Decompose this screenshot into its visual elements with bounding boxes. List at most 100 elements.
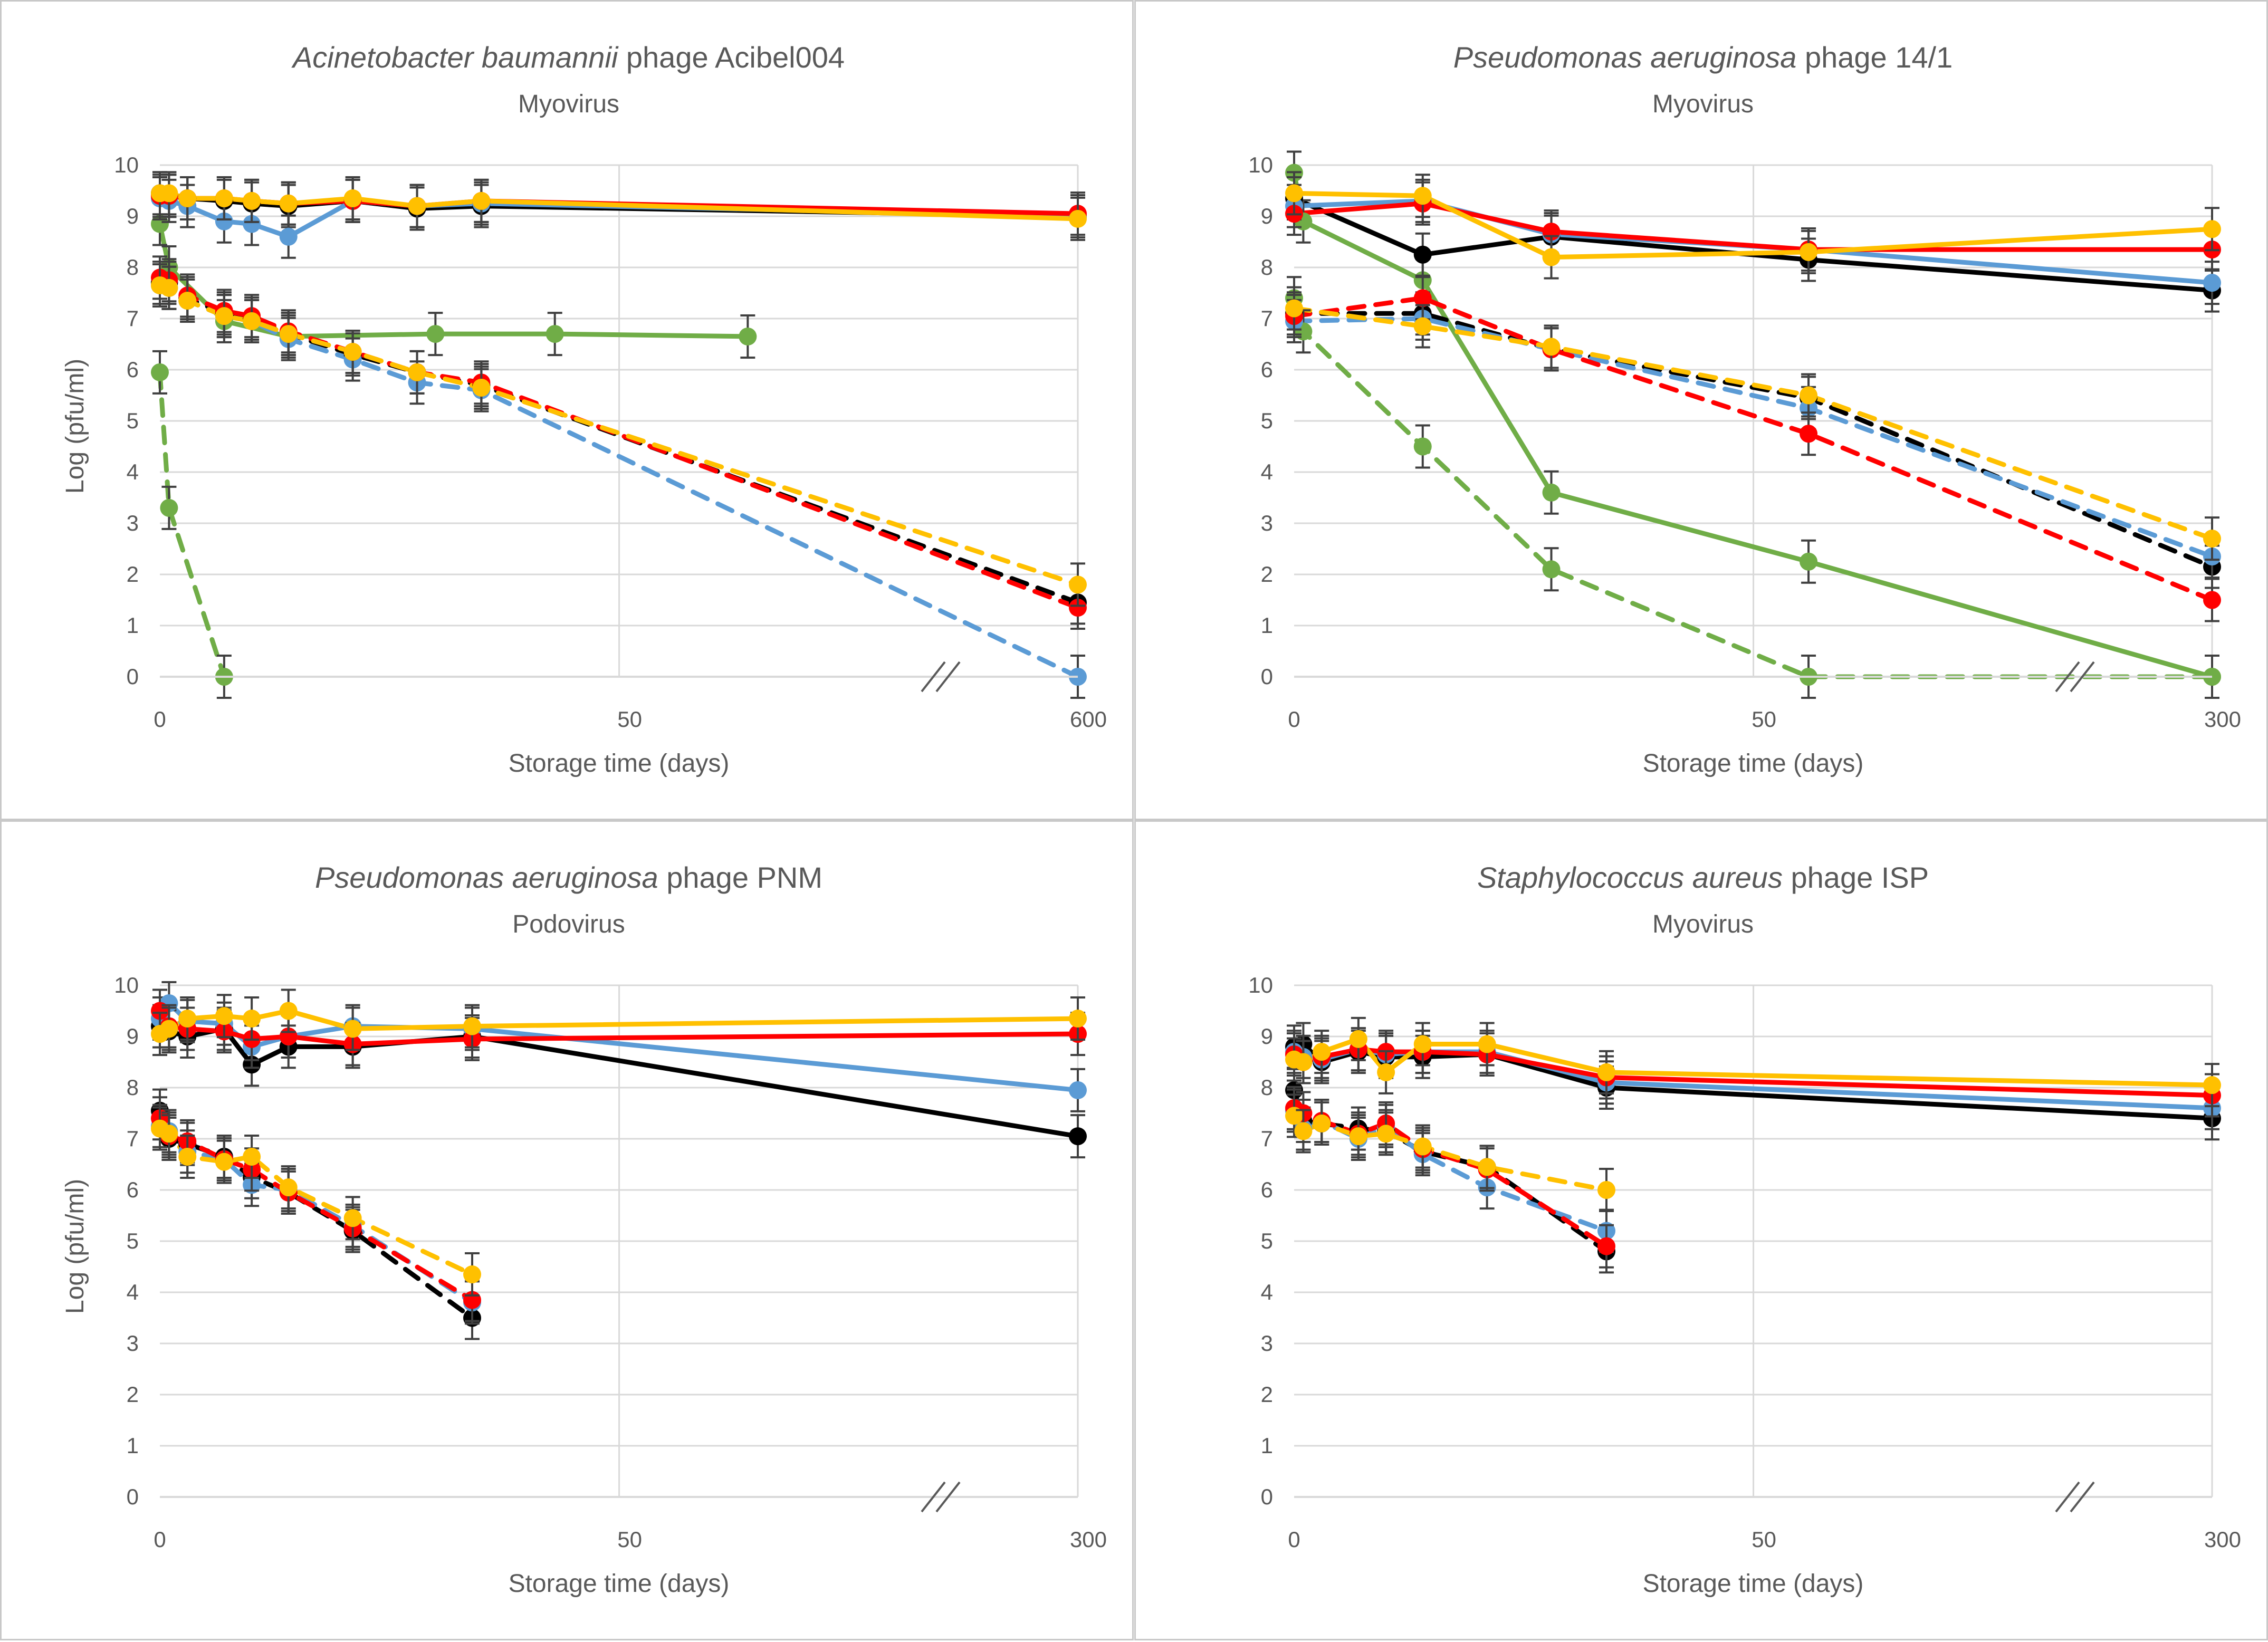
series-points-yellow-dashed — [1285, 286, 2221, 561]
data-point — [2203, 591, 2221, 609]
data-point — [1413, 187, 1432, 205]
y-tick-label: 6 — [127, 1177, 139, 1202]
y-tick-label: 7 — [1261, 1126, 1273, 1151]
data-point — [2203, 220, 2221, 238]
chart-title: Staphylococcus aureus phage ISP — [1477, 861, 1929, 894]
data-point — [2203, 530, 2221, 548]
y-tick-label: 0 — [1261, 664, 1273, 689]
series-line-blue-dashed — [157, 283, 1080, 679]
x-tick-label: 50 — [617, 707, 642, 732]
y-axis-label: Log (pfu/ml) — [61, 1179, 89, 1314]
x-tick-label: 0 — [154, 1527, 166, 1552]
chart-title-species: Acinetobacter baumannii — [291, 41, 619, 74]
series-points-yellow-dashed — [151, 1106, 481, 1297]
y-tick-label: 8 — [1261, 1075, 1273, 1100]
axis-break-slash — [2070, 661, 2095, 693]
chart-title-species: Pseudomonas aeruginosa — [1453, 41, 1797, 74]
series-line-black-dashed — [1291, 1088, 1609, 1254]
x-axis-label: Storage time (days) — [1643, 750, 1864, 777]
chart-svg-acibel004: Acinetobacter baumannii phage Acibel004 … — [61, 41, 1107, 777]
series-points-yellow-solid — [151, 988, 1087, 1057]
y-tick-label: 4 — [127, 1280, 139, 1304]
data-point — [215, 307, 233, 325]
data-point — [215, 1007, 233, 1025]
data-point — [1542, 560, 1561, 579]
chart-title-phage: phage Acibel004 — [618, 41, 845, 74]
axis-break-marker — [921, 661, 961, 693]
data-point — [1313, 1114, 1331, 1132]
y-tick-label: 0 — [127, 1484, 139, 1509]
data-point — [1069, 1127, 1087, 1146]
x-tick-label: 0 — [1288, 1527, 1300, 1552]
y-tick-label: 3 — [1261, 511, 1273, 535]
data-point — [1800, 243, 1818, 261]
y-tick-label: 9 — [1261, 204, 1273, 228]
data-point — [1069, 209, 1087, 228]
data-point — [1069, 599, 1087, 617]
data-point — [1069, 1010, 1087, 1028]
y-tick-label: 1 — [127, 1433, 139, 1458]
data-point — [178, 1010, 197, 1028]
chart-title: Pseudomonas aeruginosa phage PNM — [315, 861, 822, 894]
x-tick-label: 300 — [2204, 1527, 2241, 1552]
series-group — [1285, 1016, 2221, 1274]
data-point — [408, 363, 426, 381]
series-points-black-dashed — [1285, 1068, 1615, 1274]
x-tick-label: 600 — [1070, 707, 1107, 732]
data-point — [2203, 1076, 2221, 1094]
y-tick-label: 5 — [127, 408, 139, 433]
data-point — [472, 378, 491, 397]
y-tick-label: 8 — [1261, 255, 1273, 280]
y-tick-label: 6 — [1261, 1177, 1273, 1202]
data-point — [178, 1147, 197, 1166]
gridlines — [1294, 164, 2213, 678]
data-point — [1597, 1181, 1615, 1199]
series-points-yellow-solid — [1285, 171, 2221, 280]
series-group — [151, 171, 1087, 699]
series-points-yellow-dashed — [151, 263, 1087, 607]
data-point — [1377, 1063, 1395, 1081]
data-point — [1413, 1137, 1432, 1156]
data-point — [426, 325, 445, 343]
data-point — [1413, 317, 1432, 335]
data-point — [243, 312, 261, 330]
x-tick-label: 50 — [1752, 1527, 1776, 1552]
series-group — [151, 981, 1087, 1340]
chart-subtitle: Myovirus — [1652, 90, 1754, 118]
series-line-yellow-dashed — [157, 283, 1080, 587]
series-line-black-dashed — [157, 1108, 475, 1320]
data-point — [279, 325, 298, 343]
data-point — [151, 1002, 169, 1020]
gridlines — [160, 164, 1079, 678]
axis-break-marker — [2055, 1481, 2095, 1513]
y-tick-label: 7 — [127, 1126, 139, 1151]
series-points-yellow-dashed — [1285, 1093, 1615, 1212]
y-tick-label: 1 — [127, 613, 139, 638]
y-tick-label: 5 — [1261, 408, 1273, 433]
y-tick-label: 6 — [127, 357, 139, 382]
series-line-red-dashed — [1291, 295, 2215, 602]
data-point — [2203, 274, 2221, 292]
data-point — [243, 1147, 261, 1166]
series-points-yellow-solid — [1285, 1016, 2221, 1108]
y-tick-label: 9 — [127, 1024, 139, 1049]
data-point — [546, 325, 564, 343]
y-tick-label: 3 — [1261, 1331, 1273, 1356]
y-tick-label: 7 — [1261, 306, 1273, 331]
y-tick-label: 8 — [127, 1075, 139, 1100]
data-point — [343, 1020, 362, 1038]
y-tick-label: 8 — [127, 255, 139, 280]
data-point — [1069, 1081, 1087, 1099]
chart-panel-acibel004: Acinetobacter baumannii phage Acibel004 … — [0, 0, 1134, 820]
data-point — [408, 197, 426, 215]
x-tick-label: 300 — [2204, 707, 2241, 732]
data-point — [1478, 1035, 1496, 1053]
chart-svg-isp: Staphylococcus aureus phage ISP Myovirus… — [1248, 861, 2241, 1598]
data-point — [279, 194, 298, 213]
y-tick-label: 3 — [127, 511, 139, 535]
y-tick-label: 10 — [1248, 973, 1273, 997]
y-tick-label: 10 — [1248, 152, 1273, 177]
chart-svg-phage-14-1: Pseudomonas aeruginosa phage 14/1 Myovir… — [1248, 41, 2241, 777]
chart-title-species: Staphylococcus aureus — [1477, 861, 1783, 894]
y-tick-label: 2 — [1261, 1382, 1273, 1407]
